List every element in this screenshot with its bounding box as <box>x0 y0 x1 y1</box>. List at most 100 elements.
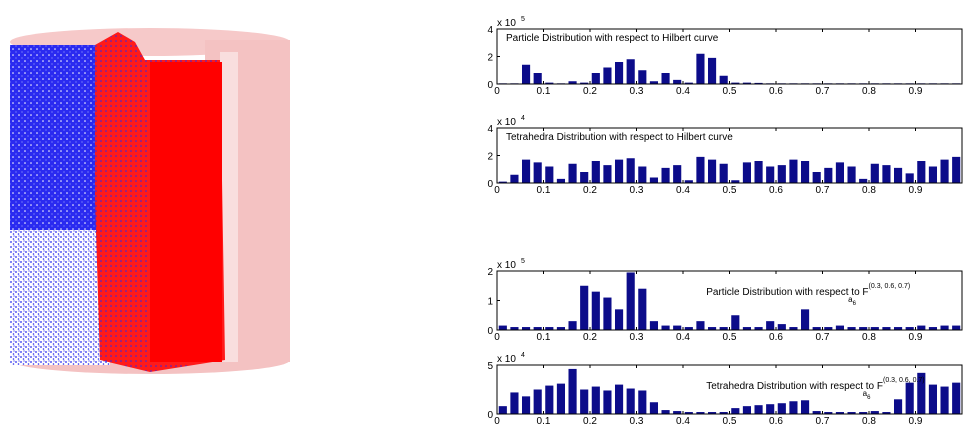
bar <box>696 53 705 84</box>
y-tick-label: 2 <box>487 152 493 163</box>
y-tick-label: 0 <box>487 326 493 337</box>
x-tick-label: 0.9 <box>909 185 923 196</box>
bar <box>696 321 705 330</box>
bar <box>766 404 775 414</box>
bar <box>731 315 740 330</box>
bar <box>859 327 868 330</box>
bar <box>707 327 717 330</box>
bar <box>649 177 659 183</box>
bar <box>661 73 670 84</box>
bar <box>626 158 635 183</box>
bar <box>673 411 682 414</box>
bar <box>917 325 926 330</box>
title-text: Tetrahedra Distribution with respect to … <box>506 132 733 143</box>
bar <box>626 59 635 84</box>
x-tick-label: 0.3 <box>630 86 644 97</box>
bar <box>847 327 856 330</box>
y-tick-label: 4 <box>487 124 493 135</box>
x-tick-label: 0.8 <box>862 416 876 427</box>
bar <box>742 162 752 183</box>
bar <box>684 327 693 330</box>
bar <box>498 325 507 330</box>
bar <box>742 406 752 414</box>
bar <box>545 327 554 330</box>
y-exponent: 4 <box>521 352 525 359</box>
x-tick-label: 0.7 <box>816 416 830 427</box>
bar <box>556 178 566 183</box>
bar <box>614 309 624 330</box>
x-tick-label: 0.4 <box>676 86 690 97</box>
y-tick-label: 0 <box>487 80 493 91</box>
x-tick-label: 0.6 <box>769 185 783 196</box>
bar <box>626 388 635 414</box>
bar <box>591 386 600 414</box>
bar <box>824 167 833 183</box>
bar <box>661 167 670 183</box>
bar <box>707 412 717 414</box>
x-tick-label: 0.8 <box>862 332 876 343</box>
bar <box>684 180 693 183</box>
bar <box>928 166 938 183</box>
title-subscript: a <box>848 295 853 304</box>
bar <box>835 412 845 414</box>
bar <box>731 82 740 84</box>
bar <box>684 82 693 84</box>
histogram-panel: 0 0.1 0.2 0.3 0.4 0.5 0.6 0.7 0.8 0.9 0 2 4 x 10 4 Tetr… <box>487 115 963 196</box>
y-tick-label: 0 <box>487 410 493 421</box>
bar <box>533 389 542 414</box>
x-tick-label: 0.1 <box>537 416 551 427</box>
title-text: Particle Distribution with respect to Hi… <box>506 33 719 44</box>
bar <box>638 390 647 414</box>
x-tick-label: 0.1 <box>537 185 551 196</box>
bar <box>568 321 577 330</box>
x-tick-label: 0 <box>494 416 500 427</box>
x-tick-label: 0.5 <box>723 332 737 343</box>
x-tick-label: 0.4 <box>676 185 690 196</box>
bar <box>847 166 856 183</box>
bar <box>696 412 705 414</box>
x-tick-label: 0.3 <box>630 185 644 196</box>
bar <box>882 165 891 183</box>
bar <box>870 411 879 414</box>
bar <box>510 327 519 330</box>
bar <box>824 327 833 330</box>
bar <box>789 159 798 183</box>
bar <box>510 392 519 414</box>
bar <box>626 272 635 330</box>
bar <box>614 384 624 414</box>
bar <box>754 161 763 183</box>
y-exponent: 4 <box>521 115 525 122</box>
axes-box <box>496 270 963 331</box>
bar <box>859 178 868 183</box>
histogram-panel: 0 0.1 0.2 0.3 0.4 0.5 0.6 0.7 0.8 0.9 0 5 x 10 4 Tetra… <box>487 352 963 427</box>
bar <box>940 159 949 183</box>
bar <box>777 324 786 330</box>
bar <box>603 297 612 330</box>
x-tick-label: 0.4 <box>676 332 690 343</box>
bar <box>742 82 752 84</box>
y-multiplier: x 10 <box>497 260 516 271</box>
x-tick-label: 0.7 <box>816 86 830 97</box>
x-tick-label: 0.9 <box>909 332 923 343</box>
bar <box>591 73 600 84</box>
bar <box>707 57 717 84</box>
x-tick-label: 0.2 <box>583 185 597 196</box>
y-tick-label: 0 <box>487 179 493 190</box>
bar <box>510 174 519 183</box>
bar <box>580 172 589 183</box>
bar <box>545 385 554 414</box>
bar <box>905 173 914 183</box>
y-tick-label: 2 <box>487 53 493 64</box>
x-tick-label: 0.1 <box>537 332 551 343</box>
bar <box>812 172 821 183</box>
bar <box>719 163 728 183</box>
bar <box>673 79 682 84</box>
bar <box>719 75 728 84</box>
bar <box>568 81 577 84</box>
bar <box>835 325 845 330</box>
x-tick-label: 0.8 <box>862 185 876 196</box>
bar <box>928 384 938 414</box>
bar <box>719 412 728 414</box>
bar <box>940 325 949 330</box>
